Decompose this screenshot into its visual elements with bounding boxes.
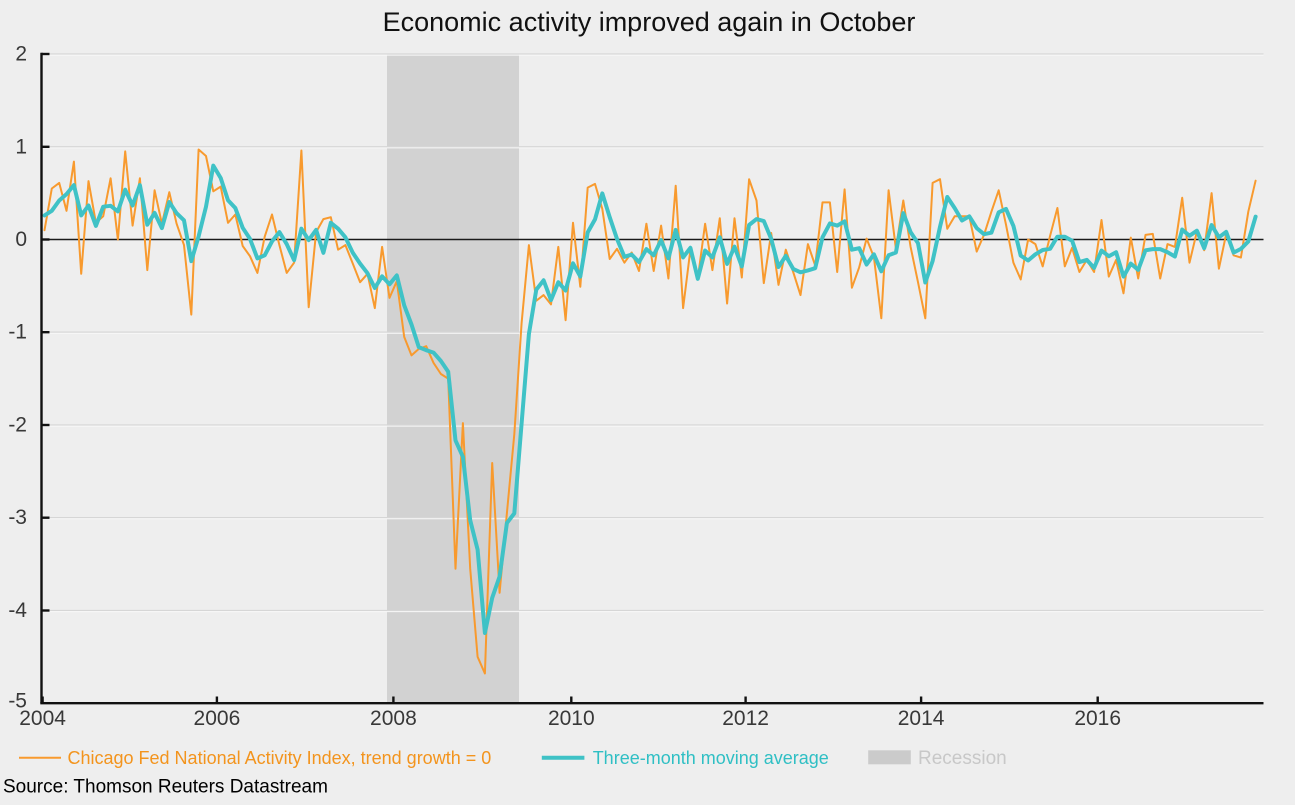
svg-text:2008: 2008 (370, 707, 417, 730)
svg-text:2006: 2006 (194, 707, 241, 730)
svg-text:-3: -3 (8, 506, 27, 529)
svg-text:0: 0 (15, 228, 27, 251)
svg-text:2: 2 (15, 43, 27, 66)
svg-text:2016: 2016 (1074, 707, 1121, 730)
svg-text:Three-month moving average: Three-month moving average (593, 748, 829, 768)
svg-text:2010: 2010 (548, 707, 595, 730)
svg-text:-5: -5 (8, 690, 27, 713)
svg-text:2004: 2004 (19, 707, 66, 730)
svg-text:Chicago Fed National Activity: Chicago Fed National Activity Index, tre… (68, 748, 492, 768)
svg-text:-4: -4 (8, 599, 27, 622)
svg-text:2012: 2012 (722, 707, 769, 730)
svg-text:Economic activity improved aga: Economic activity improved again in Octo… (383, 7, 916, 37)
svg-text:Source: Thomson Reuters Datast: Source: Thomson Reuters Datastream (3, 777, 328, 798)
svg-text:Recession: Recession (918, 748, 1007, 769)
svg-text:-2: -2 (8, 414, 27, 437)
svg-text:1: 1 (15, 135, 27, 158)
svg-text:2014: 2014 (898, 707, 945, 730)
svg-text:-1: -1 (8, 321, 27, 344)
